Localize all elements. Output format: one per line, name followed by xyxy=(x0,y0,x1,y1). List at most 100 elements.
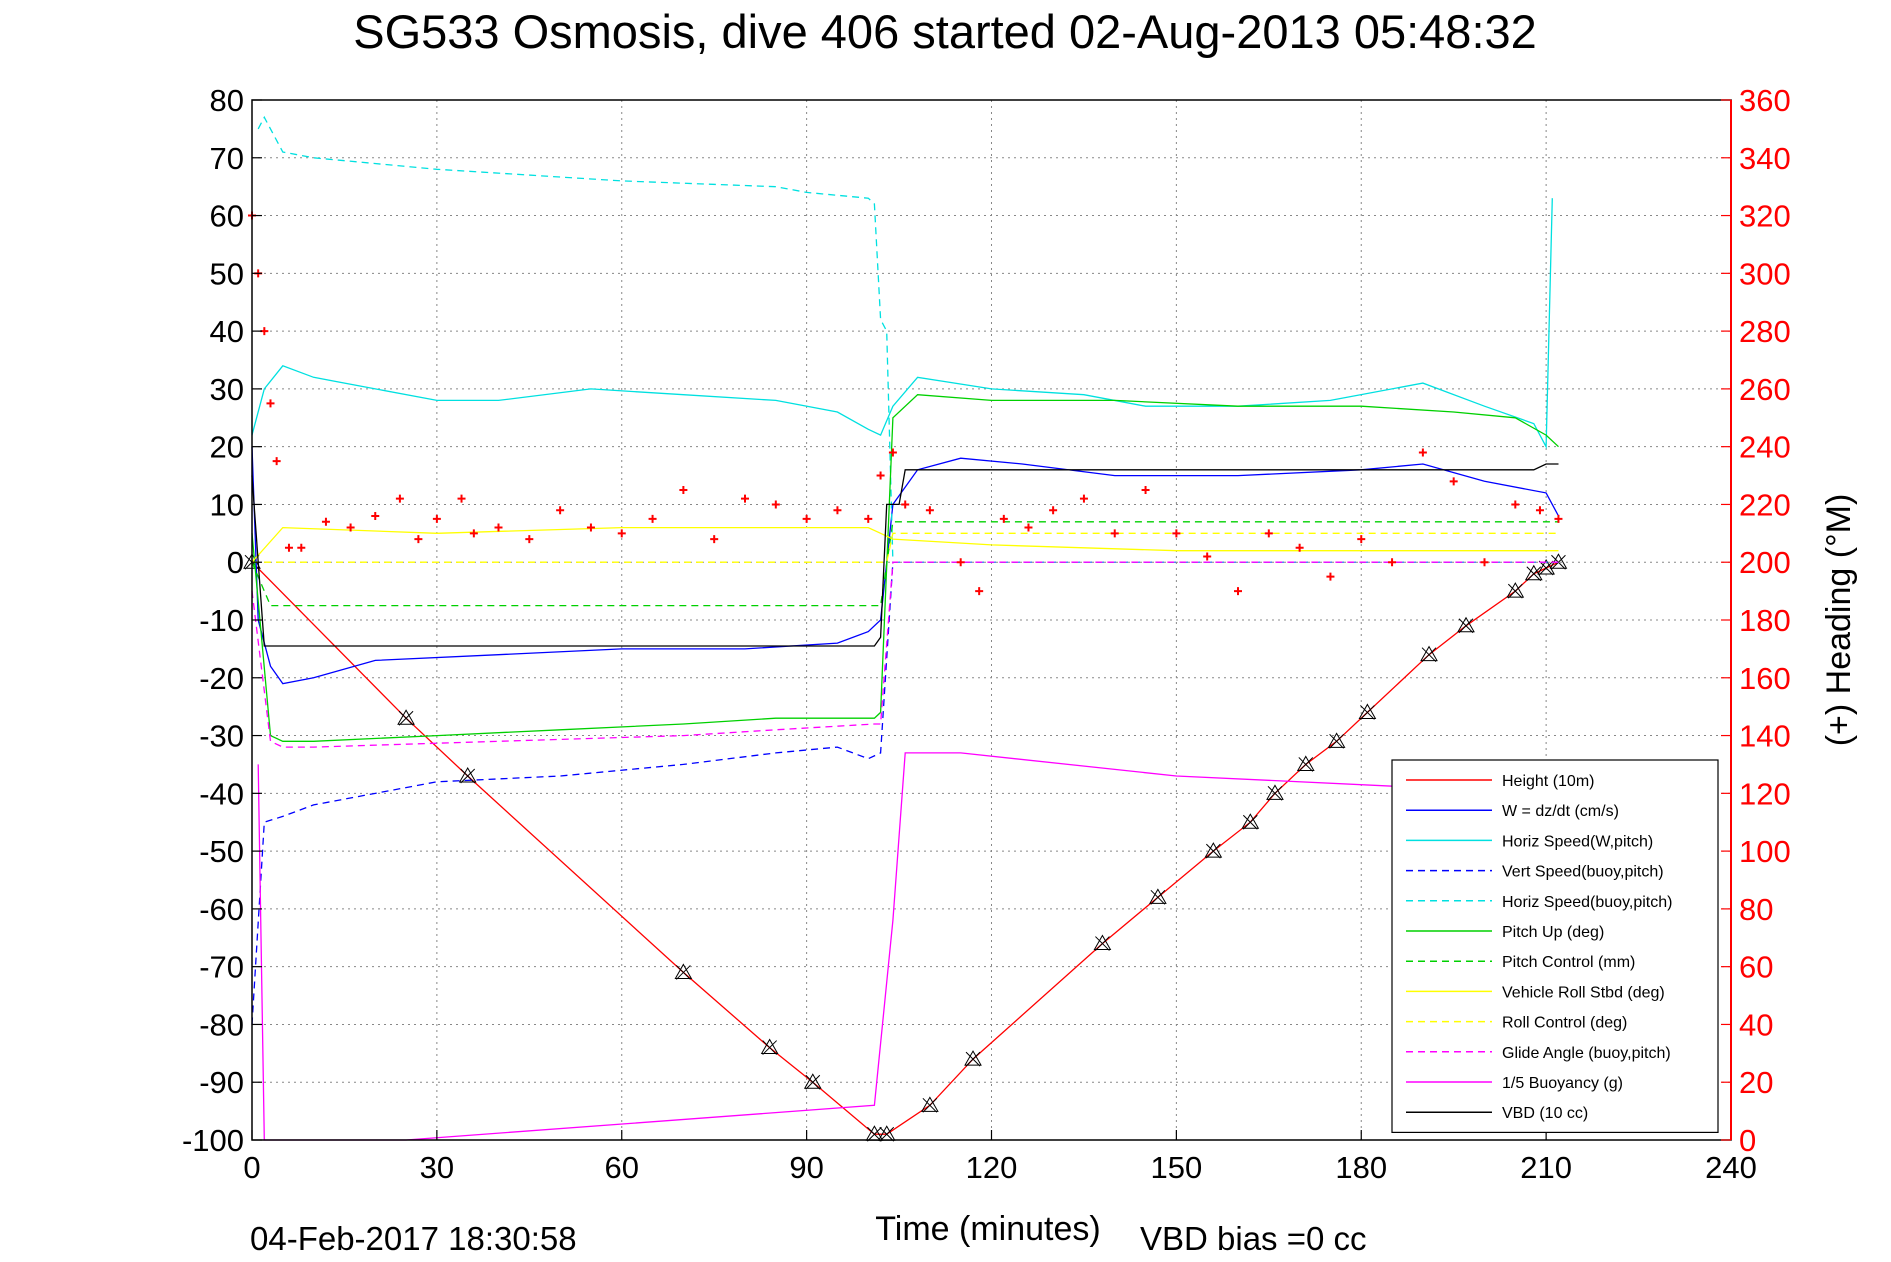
y2-tick-label: 280 xyxy=(1739,314,1791,349)
series-1 xyxy=(251,446,1560,685)
series-line xyxy=(251,394,1559,742)
series-2 xyxy=(251,198,1553,450)
y2-tick-label: 80 xyxy=(1739,892,1773,927)
heading-point xyxy=(1554,514,1563,523)
heading-point xyxy=(414,535,423,544)
series-line xyxy=(251,463,1559,647)
heading-point xyxy=(284,543,293,552)
legend-label: Roll Control (deg) xyxy=(1502,1015,1627,1032)
heading-point xyxy=(297,543,306,552)
x-tick-label: 150 xyxy=(1151,1150,1203,1185)
heading-point xyxy=(321,517,330,526)
x-tick-label: 210 xyxy=(1520,1150,1572,1185)
legend-label: W = dz/dt (cm/s) xyxy=(1502,803,1619,820)
series-line xyxy=(251,446,1560,685)
series-line xyxy=(251,561,1559,748)
legend-label: Height (10m) xyxy=(1502,773,1594,790)
y-tick-label: -100 xyxy=(182,1123,244,1158)
x-tick-label: 120 xyxy=(966,1150,1018,1185)
heading-point xyxy=(648,514,657,523)
height-marker xyxy=(674,963,693,980)
x-tick-label: 180 xyxy=(1335,1150,1387,1185)
y2-tick-label: 180 xyxy=(1739,603,1791,638)
height-marker xyxy=(1524,564,1543,582)
heading-point xyxy=(1264,529,1273,538)
heading-point xyxy=(586,523,595,532)
series-11 xyxy=(251,463,1559,647)
y-tick-label: -90 xyxy=(199,1065,244,1100)
legend-label: Horiz Speed(buoy,pitch) xyxy=(1502,894,1672,911)
x-axis-label: Time (minutes) xyxy=(875,1210,1100,1248)
heading-point xyxy=(1388,558,1397,567)
y-tick-label: 50 xyxy=(210,256,244,291)
heading-point xyxy=(956,558,965,567)
legend-label: Glide Angle (buoy,pitch) xyxy=(1502,1045,1671,1062)
heading-point xyxy=(432,514,441,523)
heading-point xyxy=(1172,529,1181,538)
footer-vbd-bias: VBD bias =0 cc xyxy=(1140,1220,1367,1257)
heading-point xyxy=(469,529,478,538)
heading-point xyxy=(1110,529,1119,538)
chart-title: SG533 Osmosis, dive 406 started 02-Aug-2… xyxy=(353,5,1537,58)
height-marker xyxy=(760,1038,779,1055)
y-tick-label: 30 xyxy=(210,372,244,407)
heading-point xyxy=(1418,448,1427,457)
series-4 xyxy=(257,115,1559,563)
height-marker xyxy=(1149,888,1167,905)
y-tick-label: -60 xyxy=(199,892,244,927)
y-tick-label: 60 xyxy=(210,199,244,234)
y2-tick-label: 160 xyxy=(1739,661,1791,696)
heading-point xyxy=(771,500,780,509)
y-tick-label: -80 xyxy=(199,1007,244,1042)
height-marker xyxy=(803,1073,822,1090)
y-tick-label: -20 xyxy=(199,661,244,696)
heading-point xyxy=(1079,494,1088,503)
footer-timestamp: 04-Feb-2017 18:30:58 xyxy=(250,1220,577,1257)
heading-point xyxy=(1357,535,1366,544)
heading-point xyxy=(833,506,842,515)
y2-tick-label: 100 xyxy=(1739,834,1791,869)
y-tick-label: 20 xyxy=(210,430,244,465)
heading-point xyxy=(864,514,873,523)
heading-point xyxy=(457,494,466,503)
heading-point xyxy=(1535,506,1544,515)
heading-point xyxy=(494,523,503,532)
legend-box xyxy=(1391,759,1719,1133)
heading-point xyxy=(617,529,626,538)
heading-point xyxy=(679,486,688,494)
y2-tick-label: 220 xyxy=(1739,487,1791,522)
heading-point xyxy=(888,448,897,457)
heading-point xyxy=(1024,523,1033,532)
series-7 xyxy=(251,526,1559,563)
ticks: 0 30 60 90 120 150 180 210 24080706050403020100-… xyxy=(182,83,1791,1185)
y-tick-label: -40 xyxy=(199,776,244,811)
heading-point xyxy=(346,523,355,532)
series-line xyxy=(252,532,1559,563)
height-marker xyxy=(1537,558,1555,576)
heading-point xyxy=(975,587,984,596)
heading-point xyxy=(1326,572,1335,581)
y-tick-label: -70 xyxy=(199,950,244,985)
series-line xyxy=(251,198,1553,450)
x-tick-label: 90 xyxy=(789,1150,823,1185)
height-marker xyxy=(1420,645,1438,663)
y2-tick-label: 300 xyxy=(1739,256,1791,291)
y-tick-label: 0 xyxy=(227,545,244,580)
heading-point xyxy=(1480,558,1489,567)
series-0 xyxy=(243,553,1568,1142)
y-tick-label: 80 xyxy=(210,83,244,118)
series-line xyxy=(251,561,1559,1135)
height-marker xyxy=(1266,784,1284,801)
y2-tick-label: 60 xyxy=(1739,950,1773,985)
y2-tick-label: 200 xyxy=(1739,545,1791,580)
legend-label: VBD (10 cc) xyxy=(1502,1105,1588,1122)
x-tick-label: 30 xyxy=(420,1150,454,1185)
y2-tick-label: 320 xyxy=(1739,199,1791,234)
heading-point xyxy=(876,471,885,480)
y2-tick-label: 240 xyxy=(1739,430,1791,465)
y2-tick-label: 340 xyxy=(1739,141,1791,176)
grid xyxy=(252,100,1731,1140)
height-marker xyxy=(397,709,415,726)
y2-tick-label: 20 xyxy=(1739,1065,1773,1100)
